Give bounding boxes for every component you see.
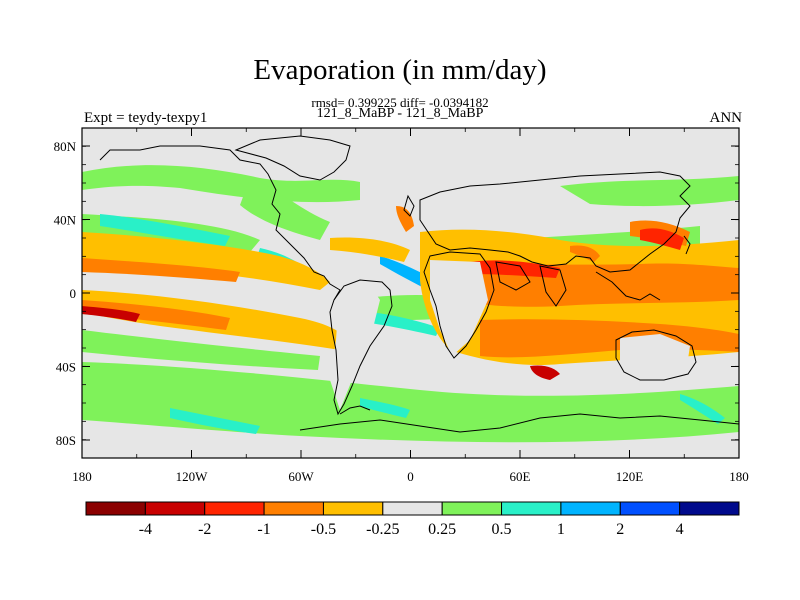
colorbar-label: 0.5 (492, 521, 512, 538)
landmass-australia (620, 334, 690, 380)
colorbar-swatch (144, 501, 206, 516)
colorbar-label: 2 (616, 521, 624, 538)
green-atlantic-north (240, 178, 330, 240)
colorbar-label: -0.5 (311, 521, 336, 538)
lat-tick-label: 0 (70, 286, 77, 301)
coastline-uk (403, 194, 415, 217)
landmass-south-america (330, 270, 380, 410)
coastline-north-america (99, 145, 341, 301)
red-west-pacific (640, 228, 684, 250)
green-south-pacific (82, 330, 320, 370)
colorbar-swatch (85, 501, 146, 516)
coastline-antarctic-peninsula (339, 405, 371, 415)
lat-tick-label: 80S (56, 433, 76, 448)
coastline-india (539, 265, 567, 307)
coastline-arabia (495, 261, 531, 291)
lon-tick-label: 120W (176, 469, 209, 484)
latitude-axis: 80N 40N 0 40S 80S (54, 127, 739, 459)
green-band-north-east (560, 176, 739, 207)
case-subtitle: 121_8_MaBP - 121_8_MaBP (316, 106, 484, 121)
lon-tick-label: 60E (510, 469, 531, 484)
colorbar-swatch (322, 501, 384, 516)
cyan-patch-1 (100, 214, 230, 246)
colorbar-swatch (679, 501, 740, 516)
coastline-japan (683, 235, 691, 255)
contour-fields (82, 165, 739, 443)
stats-subtitle: rmsd= 0.399225 diff= -0.0394182 (311, 95, 489, 110)
orange-north-pacific-tropics (82, 232, 330, 290)
cyan-patch-6 (360, 398, 410, 418)
green-band-north-pacific (82, 165, 360, 203)
orange-gulf (570, 245, 600, 262)
red-indian-core (470, 260, 560, 278)
colorbar-swatch (382, 501, 443, 516)
colorbar-label: 1 (557, 521, 565, 538)
orange-inner-north (82, 258, 240, 282)
orange-atlantic-north (396, 206, 414, 232)
coastline-antarctica (299, 413, 739, 433)
orange-atlantic (330, 237, 410, 262)
lat-tick-label: 80N (54, 139, 77, 154)
lat-tick-label: 40S (56, 360, 76, 375)
experiment-label: Expt = teydy-texpy1 (84, 110, 208, 126)
colorbar-label: -0.25 (366, 521, 399, 538)
colorbar-swatch (441, 501, 503, 516)
coastline-south-america (329, 279, 393, 416)
coastline-greenland (234, 135, 351, 181)
lon-tick-label: 180 (72, 469, 92, 484)
season-label: ANN (709, 110, 743, 126)
lat-tick-label: 40N (54, 213, 77, 228)
longitude-axis: 180 120W 60W 0 60E 120E 180 (72, 128, 749, 484)
chart-title: Evaporation (in mm/day) (253, 54, 547, 86)
colorbar-swatch (560, 501, 621, 516)
coastlines (99, 135, 739, 433)
colorbar: -4 -2 -1 -0.5 -0.25 0.25 0.5 1 2 4 (85, 501, 740, 538)
cyan-patch-8 (680, 394, 725, 424)
colorbar-swatch (263, 501, 324, 516)
colorbar-label: -1 (257, 521, 270, 538)
coastline-se-asia (595, 271, 661, 301)
coastline-africa (423, 251, 495, 359)
lon-tick-label: 0 (407, 469, 414, 484)
landmass-africa (430, 260, 488, 356)
colorbar-label: 0.25 (428, 521, 456, 538)
darkred-core (82, 306, 140, 322)
red-south-pacific-core (82, 300, 230, 330)
red-south-indian (530, 365, 560, 380)
lon-tick-label: 180 (729, 469, 749, 484)
lon-tick-label: 60W (288, 469, 314, 484)
colorbar-swatch (204, 501, 265, 516)
coastline-australia (615, 329, 697, 381)
colorbar-swatch (501, 501, 562, 516)
lon-tick-label: 120E (616, 469, 644, 484)
coastline-eurasia (419, 171, 691, 273)
green-south-ocean (82, 362, 739, 443)
colorbar-swatch (619, 501, 681, 516)
colorbar-label: -4 (139, 521, 152, 538)
colorbar-label: -2 (198, 521, 211, 538)
colorbar-label: 4 (676, 521, 684, 538)
cyan-patch-5 (170, 408, 260, 434)
